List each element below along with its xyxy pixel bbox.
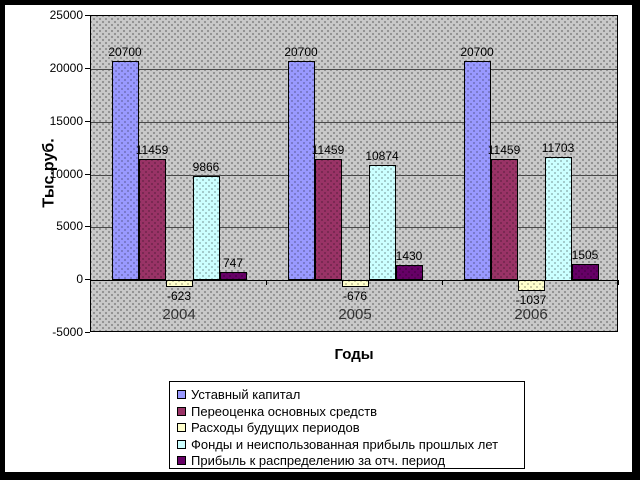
- chart-canvas: Тыс.руб. 20700 11459 -623 9866 747 2004 20700 1…: [5, 5, 632, 472]
- bar-2006-series-3: [517, 280, 545, 291]
- y-tick-mark: [85, 174, 90, 175]
- y-tick-label: 20000: [49, 61, 83, 75]
- category-label: 2004: [162, 306, 196, 323]
- category-tick: [266, 280, 267, 285]
- y-tick-label: 25000: [49, 8, 83, 22]
- bar-2006-series-2: [490, 159, 518, 280]
- legend-swatch: [177, 456, 186, 466]
- data-label: 747: [222, 256, 244, 270]
- y-tick-label: 10000: [49, 167, 83, 181]
- category-label: 2006: [514, 306, 548, 323]
- bar-2004-series-2: [138, 159, 166, 280]
- bar-2004-series-5: [219, 272, 247, 280]
- legend-item-2: Переоценка основных средств: [177, 405, 520, 418]
- bar-2006-series-4: [544, 157, 572, 281]
- data-label: -623: [166, 289, 192, 303]
- legend-swatch: [177, 423, 186, 433]
- y-tick-label: 15000: [49, 114, 83, 128]
- data-label: -676: [342, 289, 368, 303]
- x-axis-title: Годы: [334, 346, 374, 363]
- y-tick-mark: [85, 279, 90, 280]
- data-label: 9866: [192, 160, 220, 174]
- category-label: 2005: [338, 306, 372, 323]
- gridline: [91, 175, 617, 176]
- bar-2005-series-2: [314, 159, 342, 280]
- plot-area: 20700 11459 -623 9866 747 2004 20700 11459 -676 1…: [90, 15, 619, 332]
- legend: Уставный капитал Переоценка основных сред…: [169, 381, 525, 469]
- data-label: 20700: [108, 45, 142, 59]
- y-tick-label: 0: [76, 272, 83, 286]
- legend-item-5: Прибыль к распределению за отч. период: [177, 454, 520, 467]
- gridline: [91, 69, 617, 70]
- gridline: [91, 227, 617, 228]
- bar-2004-series-1: [111, 61, 139, 280]
- category-tick: [442, 280, 443, 285]
- y-tick-mark: [85, 332, 90, 333]
- y-tick-mark: [85, 15, 90, 16]
- bar-2006-series-1: [463, 61, 491, 280]
- data-label: 1430: [395, 249, 423, 263]
- bar-2005-series-5: [395, 265, 423, 280]
- legend-label: Фонды и неиспользованная прибыль прошлых…: [191, 436, 499, 452]
- data-label: 20700: [460, 45, 494, 59]
- data-label: 11459: [487, 143, 521, 157]
- legend-swatch: [177, 406, 186, 416]
- category-tick: [618, 280, 619, 285]
- bar-2005-series-1: [287, 61, 315, 280]
- data-label: 11703: [541, 141, 575, 155]
- y-tick-mark: [85, 68, 90, 69]
- y-tick-label: 5000: [56, 219, 83, 233]
- legend-item-4: Фонды и неиспользованная прибыль прошлых…: [177, 438, 520, 451]
- data-label: -1037: [515, 293, 547, 307]
- legend-item-1: Уставный капитал: [177, 388, 520, 401]
- legend-label: Расходы будущих периодов: [191, 420, 360, 436]
- y-tick-mark: [85, 121, 90, 122]
- y-tick-mark: [85, 226, 90, 227]
- data-label: 10874: [365, 149, 399, 163]
- bar-2004-series-3: [165, 280, 193, 287]
- data-label: 11459: [311, 143, 345, 157]
- bar-2005-series-4: [368, 165, 396, 280]
- bar-2005-series-3: [341, 280, 369, 287]
- data-label: 11459: [135, 143, 169, 157]
- legend-label: Уставный капитал: [191, 387, 301, 402]
- data-label: 1505: [571, 248, 599, 262]
- legend-label: Переоценка основных средств: [191, 403, 378, 419]
- bar-2006-series-5: [571, 264, 599, 280]
- bar-2004-series-4: [192, 176, 220, 280]
- legend-swatch: [177, 439, 186, 449]
- y-tick-label: -5000: [52, 325, 83, 339]
- gridline: [91, 122, 617, 123]
- legend-item-3: Расходы будущих периодов: [177, 421, 520, 434]
- legend-swatch: [177, 390, 186, 399]
- data-label: 20700: [284, 45, 318, 59]
- legend-label: Прибыль к распределению за отч. период: [191, 453, 446, 469]
